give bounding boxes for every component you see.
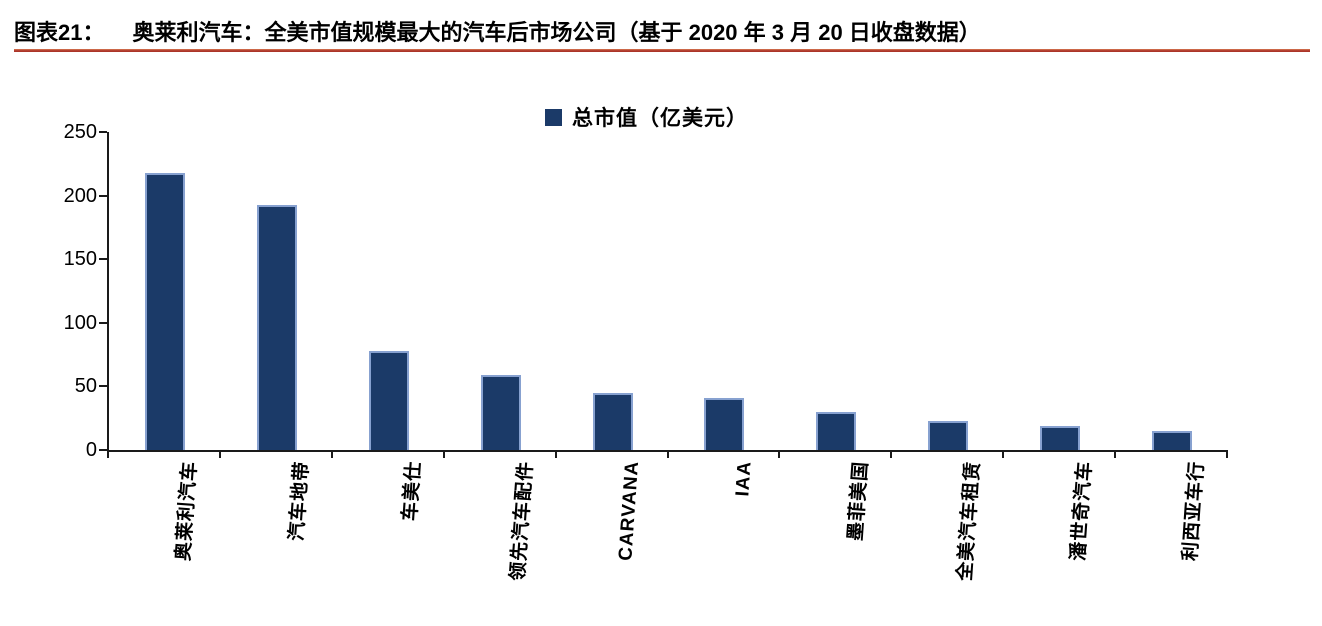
x-axis-category-label: 车美仕 <box>399 460 425 522</box>
y-axis-tick-label: 50 <box>74 375 97 398</box>
bar-IAA <box>704 397 745 450</box>
x-axis-tick-mark <box>1114 450 1117 458</box>
y-axis-tick-label: 250 <box>63 121 97 143</box>
figure-number-label: 图表21： <box>14 20 105 45</box>
bar-利西亚车行 <box>1152 430 1193 450</box>
x-axis-tick-mark <box>1226 450 1228 458</box>
x-axis-tick-mark <box>666 450 669 458</box>
x-axis-category-label: 领先汽车配件 <box>507 460 537 582</box>
x-axis-tick-mark <box>218 450 221 458</box>
y-axis-tick-label: 100 <box>63 311 97 334</box>
x-axis-tick-mark <box>330 450 333 458</box>
figure-header: 图表21： 奥莱利汽车：全美市值规模最大的汽车后市场公司（基于 2020 年 3 … <box>14 15 981 47</box>
x-axis-category-label: CARVANA <box>615 460 644 562</box>
bar-车美仕 <box>368 350 409 450</box>
figure-title: 奥莱利汽车：全美市值规模最大的汽车后市场公司（基于 2020 年 3 月 20 … <box>132 20 981 45</box>
x-axis-category-label: 奥莱利汽车 <box>172 460 201 562</box>
bar-潘世奇汽车 <box>1040 425 1081 450</box>
bar-墨菲美国 <box>816 411 857 450</box>
y-axis-tick-mark <box>99 385 107 388</box>
x-axis-category-label: 墨菲美国 <box>845 460 873 542</box>
x-axis-tick-mark <box>107 450 109 458</box>
y-axis-tick-mark <box>99 449 107 451</box>
y-axis-tick-label: 150 <box>63 248 97 271</box>
chart-legend: 总市值（亿美元） <box>545 102 748 132</box>
bar-CARVANA <box>592 392 633 450</box>
legend-label: 总市值（亿美元） <box>572 107 748 130</box>
bar-汽车地带 <box>256 204 297 450</box>
x-axis-tick-mark <box>554 450 557 458</box>
y-axis-tick-mark <box>99 321 107 324</box>
x-axis-category-label: 利西亚车行 <box>1180 460 1208 562</box>
x-axis-tick-mark <box>778 450 781 458</box>
bar-奥莱利汽车 <box>144 172 185 450</box>
x-axis-category-label: 汽车地带 <box>286 460 313 542</box>
legend-swatch-icon <box>545 108 562 126</box>
y-axis-tick-mark <box>99 258 107 261</box>
x-axis-tick-mark <box>890 450 893 458</box>
x-axis-tick-mark <box>1002 450 1005 458</box>
bar-全美汽车租赁 <box>928 420 969 450</box>
y-axis-tick-label: 200 <box>63 184 97 207</box>
x-axis-category-label: 潘世奇汽车 <box>1068 460 1097 562</box>
bar-领先汽车配件 <box>480 374 521 450</box>
y-axis-tick-label: 0 <box>85 439 97 461</box>
x-axis-tick-mark <box>442 450 445 458</box>
x-axis-category-label: IAA <box>731 460 756 498</box>
x-axis-category-label: 全美汽车租赁 <box>954 460 985 582</box>
y-axis-tick-mark <box>99 194 107 197</box>
title-divider-rule <box>14 49 1310 52</box>
y-axis-tick-mark <box>99 131 107 133</box>
